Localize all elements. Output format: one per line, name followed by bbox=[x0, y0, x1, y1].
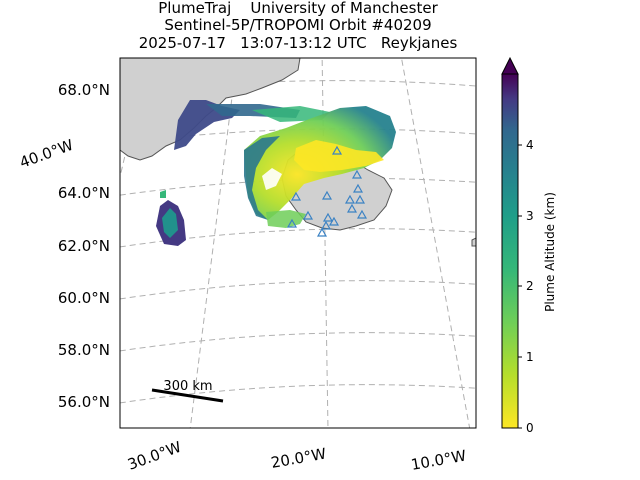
colorbar-label: Plume Altitude (km) bbox=[543, 192, 557, 312]
station-marker bbox=[352, 183, 364, 193]
lon-label-40w: 40.0°W bbox=[17, 136, 76, 172]
colorbar-tick-0: 0 bbox=[526, 421, 534, 435]
colorbar-tick-1: 1 bbox=[526, 350, 534, 364]
scale-bar bbox=[151, 388, 224, 403]
colorbar-tick-2: 2 bbox=[526, 279, 534, 293]
latitude-labels: 68.0°N 64.0°N 62.0°N 60.0°N 58.0°N 56.0°… bbox=[58, 81, 110, 411]
station-marker bbox=[321, 190, 333, 200]
station-marker bbox=[331, 145, 343, 155]
scale-bar-label: 300 km bbox=[163, 379, 212, 394]
colorbar-ticks: 0 1 2 3 4 bbox=[518, 138, 534, 435]
station-marker bbox=[290, 191, 302, 201]
colorbar-extend-arrow bbox=[501, 56, 519, 75]
lon-label-30w: 30.0°W bbox=[125, 438, 184, 474]
lat-label-58: 58.0°N bbox=[58, 341, 110, 359]
station-marker bbox=[320, 220, 332, 230]
station-marker bbox=[346, 203, 358, 213]
title-line-3: 2025-07-17 13:07-13:12 UTC Reykjanes bbox=[138, 34, 458, 52]
station-marker bbox=[344, 194, 356, 204]
lat-label-64: 64.0°N bbox=[58, 184, 110, 202]
lon-label-10w: 10.0°W bbox=[410, 447, 468, 474]
map-border bbox=[119, 57, 477, 429]
station-markers bbox=[286, 145, 368, 237]
station-marker bbox=[356, 209, 368, 219]
station-marker bbox=[328, 216, 340, 226]
lat-label-68: 68.0°N bbox=[58, 81, 110, 99]
station-marker bbox=[322, 212, 334, 222]
map-area bbox=[120, 58, 476, 428]
station-marker bbox=[286, 218, 298, 228]
station-marker bbox=[302, 210, 314, 220]
colorbar: 0 1 2 3 4 Plume Altitude (km) bbox=[501, 56, 557, 435]
lat-label-62: 62.0°N bbox=[58, 237, 110, 255]
colorbar-tick-3: 3 bbox=[526, 209, 534, 223]
station-marker bbox=[354, 194, 366, 204]
colorbar-tick-4: 4 bbox=[526, 138, 534, 152]
lat-label-60: 60.0°N bbox=[58, 289, 110, 307]
lon-label-20w: 20.0°W bbox=[270, 445, 328, 472]
colorbar-gradient bbox=[501, 73, 519, 429]
title-line-2: Sentinel-5P/TROPOMI Orbit #40209 bbox=[164, 16, 432, 34]
lat-label-56: 56.0°N bbox=[58, 393, 110, 411]
title-line-1: PlumeTraj University of Manchester bbox=[158, 0, 438, 17]
station-marker bbox=[351, 169, 363, 179]
station-marker bbox=[316, 227, 328, 237]
